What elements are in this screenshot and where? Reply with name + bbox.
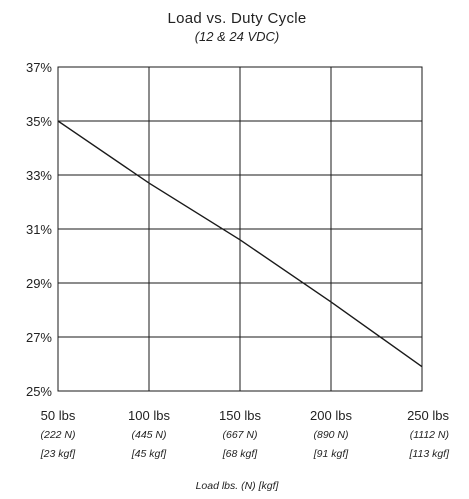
y-tick-label: 25%: [26, 384, 52, 399]
series-layer: [57, 120, 423, 368]
y-tick-label: 29%: [26, 276, 52, 291]
x-axis-label: Load lbs. (N) [kgf]: [196, 480, 280, 492]
y-tick-label: 33%: [26, 168, 52, 183]
grid: [57, 66, 423, 392]
chart-title: Load vs. Duty Cycle: [167, 10, 306, 27]
y-tick-label: 27%: [26, 330, 52, 345]
plot-frame: [57, 66, 423, 392]
x-tick-newton-label: (667 N): [222, 429, 257, 441]
y-axis-ticks: 25% 27% 29% 31% 33% 35% 37%: [26, 60, 52, 399]
x-tick-label: 200 lbs: [310, 408, 352, 423]
x-tick-label: 250 lbs: [407, 408, 449, 423]
x-tick-kgf-label: [68 kgf]: [222, 448, 259, 460]
x-tick-newton-label: (222 N): [40, 429, 75, 441]
chart-subtitle: (12 & 24 VDC): [195, 29, 280, 44]
x-tick-label: 50 lbs: [41, 408, 76, 423]
x-tick-label: 150 lbs: [219, 408, 261, 423]
x-tick-kgf-label: [45 kgf]: [131, 448, 168, 460]
x-tick-label: 100 lbs: [128, 408, 170, 423]
x-tick-newton-label: (1112 N): [410, 429, 449, 441]
x-tick-kgf-label: [91 kgf]: [313, 448, 350, 460]
x-axis-ticks: 50 lbs (222 N) [23 kgf] 100 lbs (445 N) [45 k…: [40, 408, 450, 460]
x-tick-newton-label: (445 N): [131, 429, 166, 441]
y-tick-label: 35%: [26, 114, 52, 129]
y-tick-label: 31%: [26, 222, 52, 237]
y-tick-label: 37%: [26, 60, 52, 75]
x-tick-newton-label: (890 N): [313, 429, 348, 441]
duty-cycle-line: [57, 120, 423, 368]
x-tick-kgf-label: [23 kgf]: [40, 448, 77, 460]
x-tick-kgf-label: [113 kgf]: [409, 448, 451, 460]
